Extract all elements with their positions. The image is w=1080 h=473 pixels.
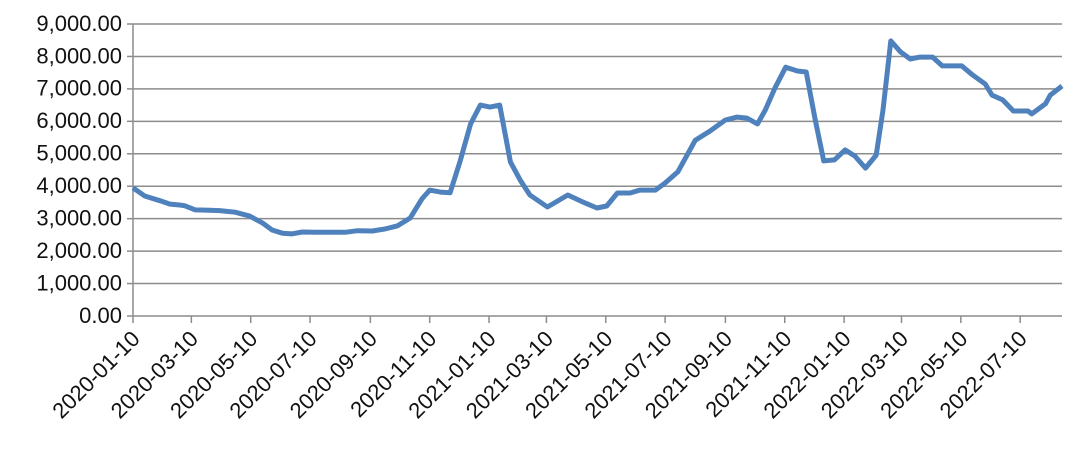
y-tick-label: 9,000.00	[36, 11, 122, 36]
y-tick-label: 6,000.00	[36, 108, 122, 133]
y-tick-label: 1,000.00	[36, 270, 122, 295]
y-tick-label: 8,000.00	[36, 43, 122, 68]
y-tick-label: 7,000.00	[36, 76, 122, 101]
y-tick-label: 3,000.00	[36, 205, 122, 230]
y-tick-label: 5,000.00	[36, 141, 122, 166]
y-tick-label: 4,000.00	[36, 173, 122, 198]
y-tick-label: 2,000.00	[36, 238, 122, 263]
data-line	[131, 38, 1064, 237]
y-tick-label: 0.00	[79, 303, 122, 328]
